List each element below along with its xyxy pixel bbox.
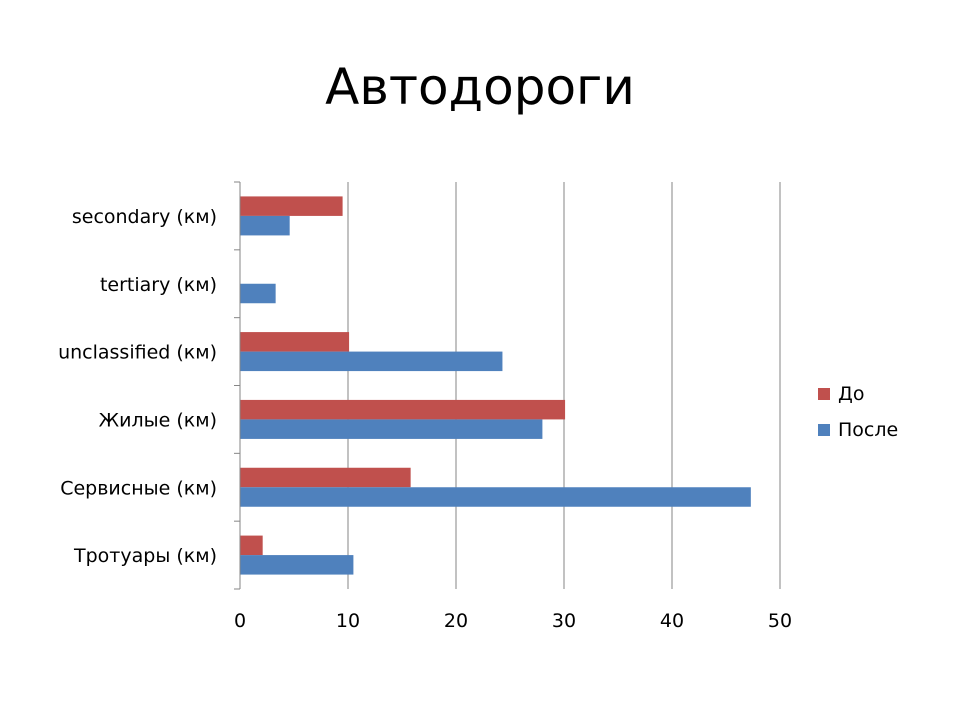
bar-posle [240, 419, 543, 439]
legend-label-posle: После [838, 419, 899, 441]
bar-do [240, 535, 263, 556]
bar-posle [240, 487, 751, 507]
bar-do [240, 467, 411, 488]
chart-title: Автодороги [325, 58, 635, 116]
bar-posle [240, 283, 276, 304]
labels: 0 10 20 30 40 50 secondary (км) tertiary (км) un… [58, 206, 792, 632]
category-label: Сервисные (км) [60, 477, 217, 499]
bar-do [240, 332, 350, 352]
x-tick-label: 30 [552, 610, 576, 632]
legend-swatch-do [818, 388, 830, 400]
legend-swatch-posle [818, 424, 830, 436]
legend: До После [818, 376, 898, 448]
category-label: tertiary (км) [100, 274, 217, 296]
category-label: Жилые (км) [99, 409, 217, 431]
bars [240, 196, 751, 575]
gridlines [347, 182, 781, 589]
x-tick-label: 0 [234, 610, 246, 632]
category-label: secondary (км) [72, 206, 217, 228]
legend-item-posle: После [818, 412, 898, 448]
bar-do [240, 399, 566, 420]
category-label: unclassified (км) [58, 342, 217, 364]
axes [234, 181, 241, 590]
legend-label-do: До [838, 383, 865, 405]
x-tick-label: 10 [336, 610, 360, 632]
x-tick-label: 50 [768, 610, 792, 632]
category-label: Тротуары (км) [73, 545, 217, 567]
bar-posle [240, 555, 354, 575]
legend-item-do: До [818, 376, 898, 412]
bar-posle [240, 215, 290, 236]
x-tick-label: 40 [660, 610, 684, 632]
bar-do [240, 196, 343, 216]
bar-posle [240, 351, 503, 372]
x-tick-label: 20 [444, 610, 468, 632]
